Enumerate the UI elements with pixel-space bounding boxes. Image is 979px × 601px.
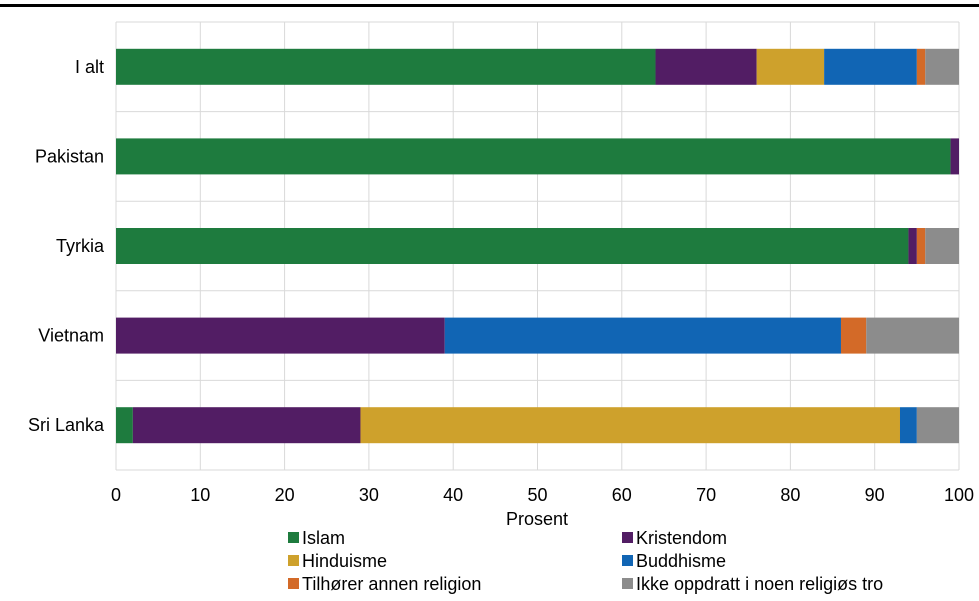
legend-swatch <box>288 532 299 543</box>
x-tick-label: 0 <box>111 485 121 505</box>
x-tick-label: 30 <box>359 485 379 505</box>
bar-segment <box>916 48 926 85</box>
x-tick-label: 60 <box>612 485 632 505</box>
x-tick-label: 40 <box>443 485 463 505</box>
legend-label: Buddhisme <box>636 551 726 571</box>
category-label: Vietnam <box>38 326 104 346</box>
bar-segment <box>360 407 900 444</box>
legend-swatch <box>288 555 299 566</box>
bar-segment <box>824 48 917 85</box>
legend-label: Hinduisme <box>302 551 387 571</box>
x-tick-label: 100 <box>944 485 974 505</box>
legend-label: Islam <box>302 528 345 548</box>
bar-segment <box>908 228 917 264</box>
bar-segment <box>116 48 656 85</box>
legend-swatch <box>622 555 633 566</box>
x-axis-title: Prosent <box>506 509 568 529</box>
bar-segment <box>866 317 959 354</box>
bar-segment <box>950 138 959 175</box>
bar-segment <box>925 48 959 85</box>
bar-segment <box>925 228 959 264</box>
legend-swatch <box>622 578 633 589</box>
bar-segment <box>655 48 757 85</box>
category-label: I alt <box>75 57 104 77</box>
x-tick-label: 80 <box>780 485 800 505</box>
legend-label: Tilhører annen religion <box>302 574 481 594</box>
bar-segment <box>116 138 951 175</box>
legend-label: Ikke oppdratt i noen religiøs tro <box>636 574 883 594</box>
x-tick-labels: 0 10 20 30 40 50 60 70 80 90 100 <box>111 485 974 505</box>
bar-segment <box>444 317 841 354</box>
top-rule <box>0 4 979 7</box>
category-labels: I alt Pakistan Tyrkia Vietnam Sri Lanka <box>28 57 105 435</box>
category-label: Tyrkia <box>56 236 105 256</box>
bar-segment <box>132 407 361 444</box>
legend-swatch <box>622 532 633 543</box>
x-tick-label: 90 <box>865 485 885 505</box>
x-tick-label: 50 <box>527 485 547 505</box>
bar-segment <box>756 48 825 85</box>
x-tick-label: 20 <box>275 485 295 505</box>
legend: Islam Kristendom Hinduisme Buddhisme Tilhøre… <box>288 528 883 594</box>
gridlines <box>115 21 960 471</box>
bar-segment <box>116 317 445 354</box>
bar-segment <box>899 407 917 444</box>
bar-segment <box>916 228 926 264</box>
bar-segment <box>116 407 133 444</box>
bar-segment <box>116 228 909 264</box>
bars <box>116 48 959 444</box>
category-label: Sri Lanka <box>28 415 105 435</box>
category-label: Pakistan <box>35 146 104 166</box>
x-tick-label: 70 <box>696 485 716 505</box>
bar-segment <box>840 317 867 354</box>
bar-segment <box>916 407 959 444</box>
x-tick-label: 10 <box>190 485 210 505</box>
legend-swatch <box>288 578 299 589</box>
legend-label: Kristendom <box>636 528 727 548</box>
